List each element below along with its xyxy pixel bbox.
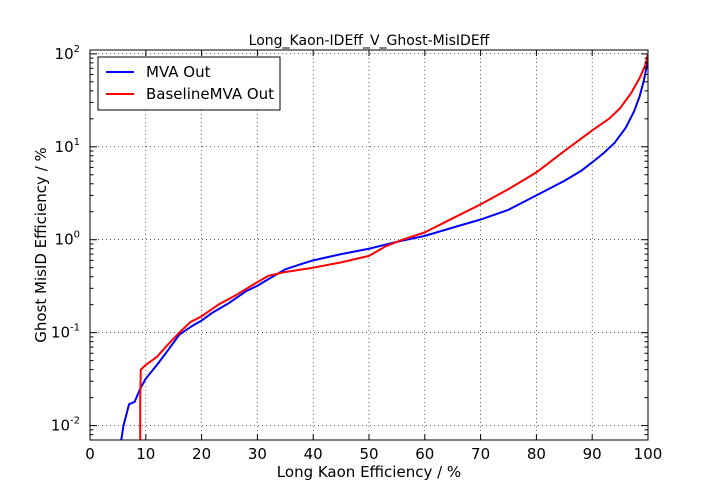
x-tick-label: 40 [304, 445, 323, 463]
legend: MVA Out BaselineMVA Out [97, 56, 281, 111]
x-tick-label: 20 [192, 445, 211, 463]
y-tick-label: 10-2 [51, 416, 80, 435]
series-line-0 [120, 53, 648, 440]
y-tick-label: 100 [55, 230, 80, 249]
x-tick-label: 50 [359, 445, 378, 463]
y-axis-label: Ghost MisID Efficiency / % [32, 147, 50, 343]
x-tick-label: 0 [85, 445, 95, 463]
series-lines [120, 53, 648, 440]
legend-label-mva: MVA Out [146, 63, 211, 81]
x-tick-label: 10 [136, 445, 155, 463]
legend-label-baseline: BaselineMVA Out [146, 85, 274, 103]
x-tick-label: 60 [415, 445, 434, 463]
x-tick-label: 70 [471, 445, 490, 463]
legend-box [97, 56, 281, 111]
y-tick-label: 101 [55, 137, 80, 156]
x-axis-label: Long Kaon Efficiency / % [277, 463, 461, 481]
y-tick-label: 102 [55, 44, 80, 63]
y-tick-label: 10-1 [51, 323, 80, 342]
x-tick-label: 100 [634, 445, 663, 463]
ticks: 0 10 20 30 40 50 60 70 80 90 100 10-2 10-1 100 101 102 [51, 44, 662, 463]
x-tick-label: 90 [583, 445, 602, 463]
chart-title: Long_Kaon-IDEff_V_Ghost-MisIDEff [249, 33, 490, 49]
x-tick-label: 30 [248, 445, 267, 463]
x-tick-label: 80 [527, 445, 546, 463]
series-line-1 [139, 53, 648, 440]
